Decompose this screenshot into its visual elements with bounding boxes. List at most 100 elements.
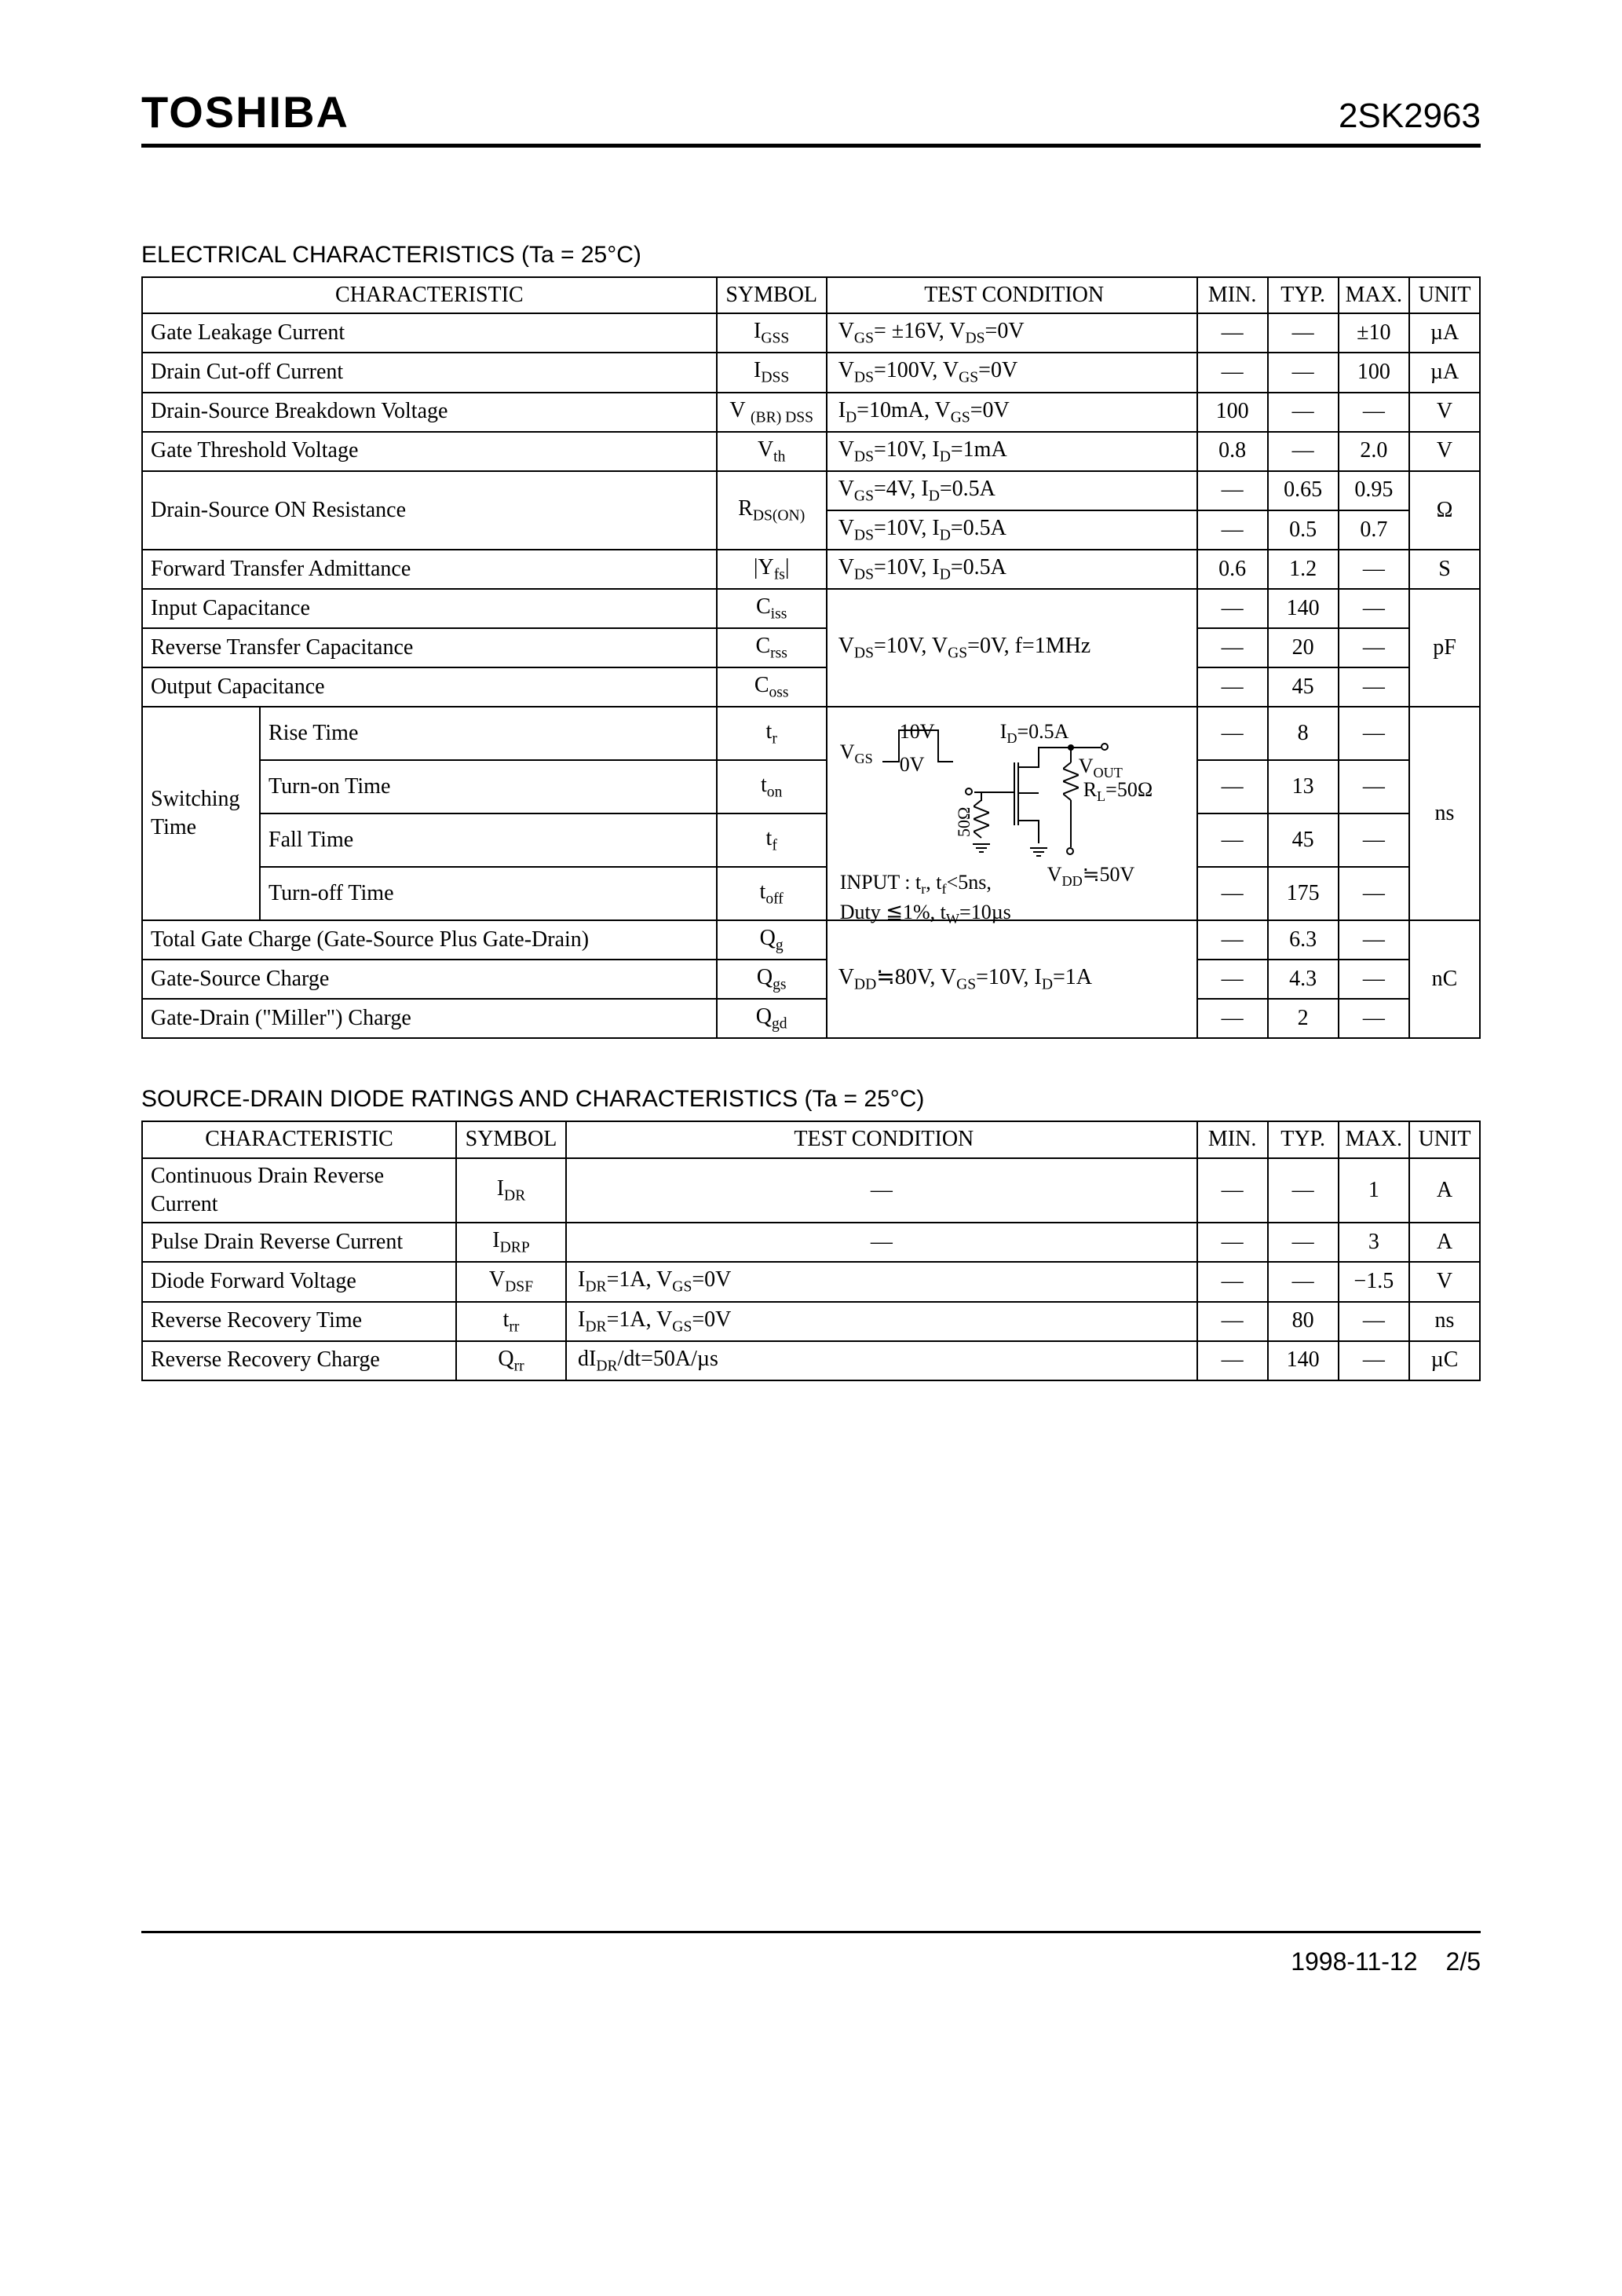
sym: VDSF <box>456 1262 566 1301</box>
sym: tr <box>717 707 827 760</box>
resistor-50-icon <box>974 800 989 839</box>
max: — <box>1339 867 1409 920</box>
table-row: Fall Time tf — 45 — <box>142 813 1480 867</box>
typ: 0.65 <box>1268 471 1339 510</box>
max: ±10 <box>1339 313 1409 353</box>
min: — <box>1197 313 1268 353</box>
unit: A <box>1409 1158 1480 1223</box>
typ: 13 <box>1268 760 1339 813</box>
page-footer: 1998-11-12 2/5 <box>141 1931 1481 1976</box>
min: — <box>1197 1262 1268 1301</box>
th-typ: TYP. <box>1268 277 1339 313</box>
cond: IDR=1A, VGS=0V <box>566 1262 1197 1301</box>
min: — <box>1197 510 1268 550</box>
10v-label: 10V <box>900 718 935 745</box>
typ: 2 <box>1268 999 1339 1038</box>
max: — <box>1339 960 1409 999</box>
0v-label: 0V <box>900 751 925 778</box>
typ: 175 <box>1268 867 1339 920</box>
typ: — <box>1268 1262 1339 1301</box>
th-cond: TEST CONDITION <box>827 277 1197 313</box>
th-max: MAX. <box>1339 277 1409 313</box>
char: Pulse Drain Reverse Current <box>142 1223 456 1262</box>
vgs-label: VGS <box>840 739 873 769</box>
cond: VDD≒80V, VGS=10V, ID=1A <box>827 920 1197 1038</box>
table-row: Total Gate Charge (Gate-Source Plus Gate… <box>142 920 1480 960</box>
max: — <box>1339 628 1409 667</box>
th-char: CHARACTERISTIC <box>142 1121 456 1157</box>
sym: Qg <box>717 920 827 960</box>
char: Output Capacitance <box>142 667 717 707</box>
min: 0.6 <box>1197 550 1268 589</box>
cond: — <box>566 1223 1197 1262</box>
char: Continuous Drain Reverse Current <box>142 1158 456 1223</box>
min: — <box>1197 867 1268 920</box>
table-row: Input Capacitance Ciss VDS=10V, VGS=0V, … <box>142 589 1480 628</box>
cond: VDS=10V, ID=0.5A <box>827 510 1197 550</box>
char: Fall Time <box>260 813 717 867</box>
char: Reverse Recovery Time <box>142 1302 456 1341</box>
unit: µA <box>1409 353 1480 392</box>
char: Gate-Source Charge <box>142 960 717 999</box>
unit: nC <box>1409 920 1480 1038</box>
typ: 6.3 <box>1268 920 1339 960</box>
unit: ns <box>1409 1302 1480 1341</box>
table-row: Output Capacitance Coss — 45 — <box>142 667 1480 707</box>
min: — <box>1197 1302 1268 1341</box>
sym: Qrr <box>456 1341 566 1380</box>
max: 1 <box>1339 1158 1409 1223</box>
min: — <box>1197 589 1268 628</box>
char: Drain Cut-off Current <box>142 353 717 392</box>
cond: VDS=10V, VGS=0V, f=1MHz <box>827 589 1197 707</box>
typ: 0.5 <box>1268 510 1339 550</box>
unit: V <box>1409 432 1480 471</box>
footer-page: 2/5 <box>1446 1947 1481 1976</box>
unit: Ω <box>1409 471 1480 550</box>
max: — <box>1339 393 1409 432</box>
max: 0.95 <box>1339 471 1409 510</box>
char: Rise Time <box>260 707 717 760</box>
th-cond: TEST CONDITION <box>566 1121 1197 1157</box>
cond: VGS= ±16V, VDS=0V <box>827 313 1197 353</box>
max: — <box>1339 1341 1409 1380</box>
table-row: Drain-Source Breakdown Voltage V (BR) DS… <box>142 393 1480 432</box>
th-min: MIN. <box>1197 1121 1268 1157</box>
min: 100 <box>1197 393 1268 432</box>
typ: 140 <box>1268 1341 1339 1380</box>
th-min: MIN. <box>1197 277 1268 313</box>
cond: VGS=4V, ID=0.5A <box>827 471 1197 510</box>
typ: 45 <box>1268 813 1339 867</box>
min: — <box>1197 760 1268 813</box>
char: Gate-Drain ("Miller") Charge <box>142 999 717 1038</box>
typ: 20 <box>1268 628 1339 667</box>
max: 100 <box>1339 353 1409 392</box>
table-row: Gate-Drain ("Miller") Charge Qgd — 2 — <box>142 999 1480 1038</box>
th-unit: UNIT <box>1409 277 1480 313</box>
unit: µA <box>1409 313 1480 353</box>
typ: 1.2 <box>1268 550 1339 589</box>
char: Total Gate Charge (Gate-Source Plus Gate… <box>142 920 717 960</box>
max: 0.7 <box>1339 510 1409 550</box>
typ: — <box>1268 313 1339 353</box>
th-sym: SYMBOL <box>717 277 827 313</box>
unit: S <box>1409 550 1480 589</box>
sym: |Yfs| <box>717 550 827 589</box>
sym: Qgd <box>717 999 827 1038</box>
min: — <box>1197 1223 1268 1262</box>
cond: IDR=1A, VGS=0V <box>566 1302 1197 1341</box>
table-row: Turn-on Time ton — 13 — <box>142 760 1480 813</box>
char: Input Capacitance <box>142 589 717 628</box>
part-number: 2SK2963 <box>1339 97 1481 136</box>
sym: RDS(ON) <box>717 471 827 550</box>
diode-characteristics-table: CHARACTERISTIC SYMBOL TEST CONDITION MIN… <box>141 1121 1481 1380</box>
char: Gate Leakage Current <box>142 313 717 353</box>
th-char: CHARACTERISTIC <box>142 277 717 313</box>
vdd-label: VDD≒50V <box>1047 861 1135 891</box>
min: — <box>1197 960 1268 999</box>
table-row: Drain-Source ON Resistance RDS(ON) VGS=4… <box>142 471 1480 510</box>
sym: trr <box>456 1302 566 1341</box>
char: Reverse Recovery Charge <box>142 1341 456 1380</box>
char: Drain-Source Breakdown Voltage <box>142 393 717 432</box>
min: 0.8 <box>1197 432 1268 471</box>
id-label: ID=0.5A <box>1000 718 1069 748</box>
